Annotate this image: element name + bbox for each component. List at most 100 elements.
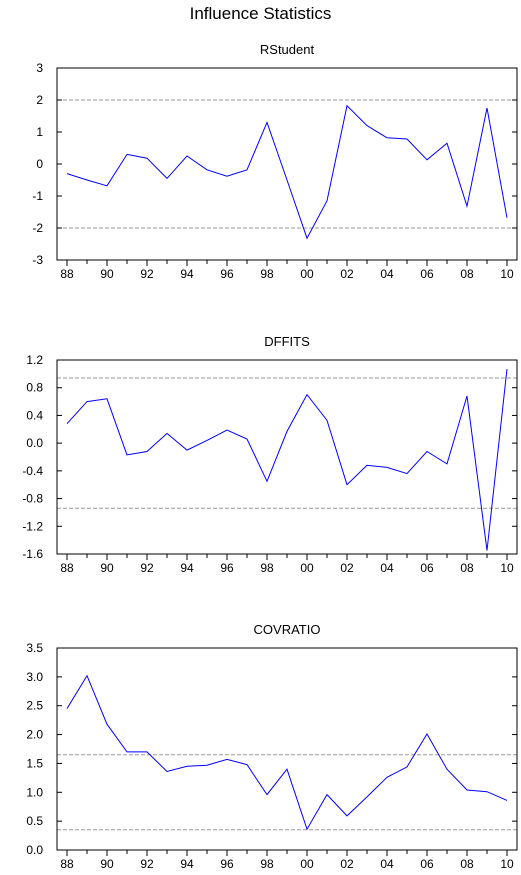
x-tick-label: 08	[460, 267, 474, 281]
data-point	[386, 466, 389, 469]
data-point	[86, 674, 89, 677]
plot-frame	[56, 647, 518, 851]
x-tick-label: 94	[180, 561, 194, 575]
data-point	[86, 400, 89, 403]
data-point	[126, 153, 129, 156]
x-tick-label: 98	[260, 267, 274, 281]
x-tick-label: 08	[460, 561, 474, 575]
data-point	[486, 790, 489, 793]
data-point	[346, 814, 349, 817]
data-point	[146, 450, 149, 453]
data-point	[306, 828, 309, 831]
x-tick-label: 88	[60, 561, 74, 575]
data-point	[446, 142, 449, 145]
x-tick-label: 04	[380, 857, 394, 871]
y-tick-label: 0.8	[26, 381, 43, 395]
data-point	[406, 138, 409, 141]
data-point	[266, 480, 269, 483]
dffits-chart: DFFITS 1.2 0.8 0.4 0.0 -0.4 -0.8 -1.2 -1.6 88 90 92…	[22, 334, 518, 575]
y-tick-label: 0.5	[26, 814, 43, 828]
x-tick-label: 02	[340, 857, 354, 871]
x-tick-label: 94	[180, 267, 194, 281]
data-point	[206, 439, 209, 442]
data-point	[426, 158, 429, 161]
data-point	[366, 464, 369, 467]
data-point	[426, 732, 429, 735]
y-tick-label: 0.4	[26, 408, 43, 422]
series-line	[66, 104, 508, 240]
data-point	[106, 723, 109, 726]
y-tick-label: 1	[36, 125, 43, 139]
data-point	[386, 136, 389, 139]
data-point	[266, 793, 269, 796]
y-tick-label: -1.2	[22, 519, 43, 533]
panel-title: COVRATIO	[254, 622, 321, 637]
x-tick-label: 92	[140, 267, 154, 281]
data-point	[286, 179, 289, 182]
x-tick-label: 06	[420, 561, 434, 575]
x-tick-label: 96	[220, 267, 234, 281]
y-tick-label: 0.0	[26, 436, 43, 450]
data-point	[486, 107, 489, 110]
data-point	[106, 184, 109, 187]
data-point	[66, 707, 69, 710]
data-point	[386, 776, 389, 779]
covratio-chart: COVRATIO 3.5 3.0 2.5 2.0 1.5 1.0 0.5 0.0 88 90 92 94…	[26, 622, 518, 871]
data-point	[506, 368, 509, 371]
data-point	[226, 428, 229, 431]
x-tick-label: 08	[460, 857, 474, 871]
data-point	[226, 175, 229, 178]
plot-frame	[56, 67, 518, 261]
y-tick-label: 3	[36, 61, 43, 75]
data-point	[166, 177, 169, 180]
data-point	[86, 179, 89, 182]
y-tick-label: -0.8	[22, 492, 43, 506]
data-point	[226, 758, 229, 761]
data-point	[186, 449, 189, 452]
figure-title: Influence Statistics	[189, 4, 332, 23]
x-tick-label: 04	[380, 561, 394, 575]
y-tick-label: 1.2	[26, 353, 43, 367]
data-point	[366, 124, 369, 127]
x-tick-label: 90	[100, 267, 114, 281]
data-point	[126, 453, 129, 456]
x-tick-label: 10	[500, 561, 514, 575]
data-point	[186, 155, 189, 158]
data-point	[286, 430, 289, 433]
x-tick-label: 00	[300, 857, 314, 871]
series-line	[66, 674, 508, 831]
data-point	[246, 763, 249, 766]
data-point	[506, 216, 509, 219]
data-point	[246, 168, 249, 171]
data-point	[326, 419, 329, 422]
data-point	[206, 168, 209, 171]
x-tick-label: 00	[300, 267, 314, 281]
x-tick-label: 94	[180, 857, 194, 871]
data-point	[406, 765, 409, 768]
data-point	[246, 437, 249, 440]
data-point	[266, 121, 269, 124]
x-tick-label: 90	[100, 857, 114, 871]
data-point	[146, 750, 149, 753]
y-tick-label: 1.5	[26, 756, 43, 770]
data-point	[166, 770, 169, 773]
x-tick-label: 04	[380, 267, 394, 281]
data-point	[326, 793, 329, 796]
x-tick-label: 92	[140, 857, 154, 871]
data-point	[306, 393, 309, 396]
data-point	[466, 205, 469, 208]
x-tick-label: 98	[260, 857, 274, 871]
x-tick-label: 06	[420, 857, 434, 871]
x-tick-label: 96	[220, 561, 234, 575]
x-tick-label: 10	[500, 267, 514, 281]
data-point	[466, 788, 469, 791]
y-tick-label: 2	[36, 93, 43, 107]
data-point	[446, 462, 449, 465]
data-point	[66, 422, 69, 425]
data-point	[406, 472, 409, 475]
panel-title: RStudent	[260, 42, 315, 57]
data-point	[106, 397, 109, 400]
x-tick-label: 92	[140, 561, 154, 575]
data-point	[446, 768, 449, 771]
